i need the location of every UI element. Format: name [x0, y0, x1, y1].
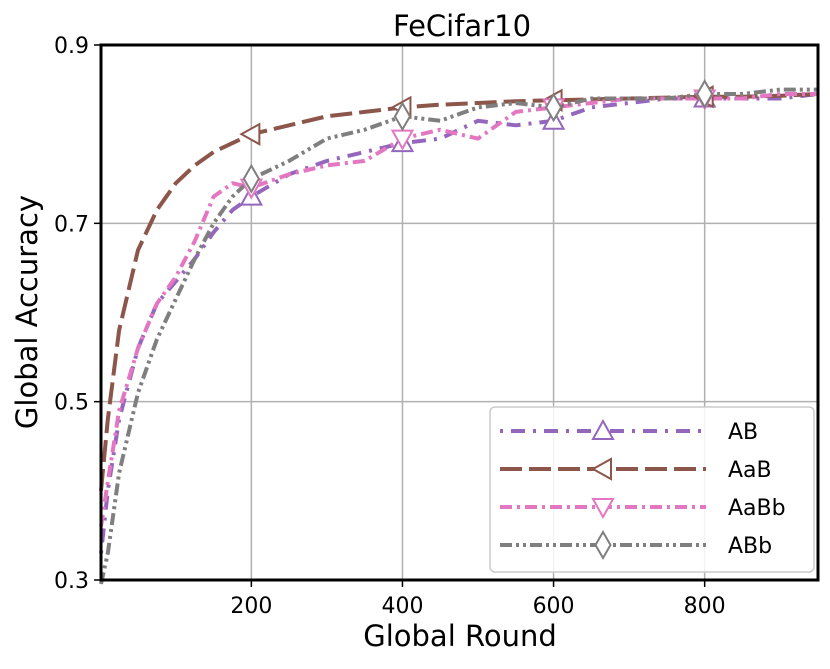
legend-label-ABb: ABb	[728, 534, 772, 559]
legend-marker-ABb	[594, 529, 612, 561]
legend-marker-AaBb	[591, 498, 615, 520]
x-tick-label: 200	[230, 594, 272, 619]
series-lines	[99, 87, 819, 585]
legend-label-AB: AB	[728, 420, 758, 445]
x-axis-label: Global Round	[363, 619, 556, 653]
legend-label-AaB: AaB	[728, 458, 772, 483]
series-line-ABb	[99, 87, 818, 585]
y-tick-label: 0.3	[54, 569, 89, 594]
legend-label-AaBb: AaBb	[728, 496, 786, 521]
x-tick-label: 400	[381, 594, 423, 619]
data-point-marker-ABb	[544, 92, 563, 123]
y-axis-label: Global Accuracy	[10, 195, 44, 429]
data-point-marker-ABb	[242, 163, 261, 194]
chart-title: FeCifar10	[393, 9, 531, 43]
data-point-marker-AaB	[239, 122, 261, 146]
plot-frame	[99, 43, 820, 582]
series-markers	[239, 79, 717, 206]
y-tick-label: 0.5	[54, 391, 89, 416]
data-point-marker-ABb	[696, 79, 714, 110]
y-tick-label: 0.9	[54, 34, 89, 59]
data-point-marker-ABb	[393, 101, 412, 132]
legend-marker-AaB	[590, 457, 612, 481]
y-tick-label: 0.7	[54, 212, 89, 237]
axis-ticks: 200 400 600 800 0.3 0.5 0.7 0.9	[54, 34, 726, 619]
legend-marker-AB	[591, 418, 615, 440]
legend-box	[489, 406, 815, 573]
x-tick-label: 600	[533, 594, 575, 619]
x-tick-label: 800	[684, 594, 726, 619]
legend: AB AaB AaBb ABb	[489, 406, 815, 573]
